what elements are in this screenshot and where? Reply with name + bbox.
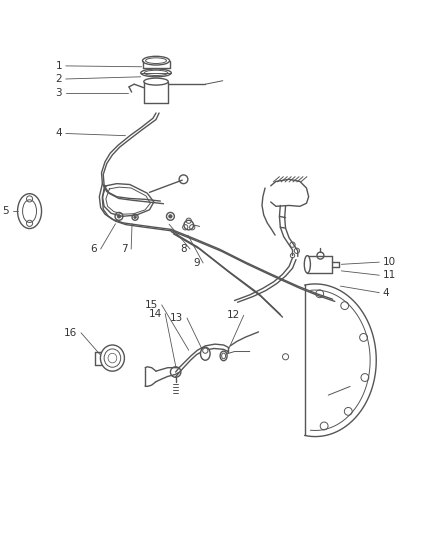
Ellipse shape: [144, 78, 168, 85]
Text: 6: 6: [91, 244, 97, 254]
Text: 16: 16: [64, 328, 78, 338]
Text: 11: 11: [383, 270, 396, 280]
Text: 1: 1: [56, 61, 62, 71]
Text: 4: 4: [56, 128, 62, 139]
Ellipse shape: [201, 347, 210, 360]
Ellipse shape: [100, 345, 124, 371]
Ellipse shape: [145, 58, 166, 63]
Circle shape: [169, 215, 172, 218]
Circle shape: [134, 216, 136, 219]
Text: 7: 7: [121, 244, 128, 254]
Text: 2: 2: [56, 74, 62, 84]
Ellipse shape: [220, 351, 227, 361]
Ellipse shape: [304, 256, 311, 273]
Ellipse shape: [203, 348, 208, 353]
Circle shape: [117, 215, 121, 218]
Ellipse shape: [142, 56, 170, 65]
Ellipse shape: [222, 353, 226, 359]
Text: 10: 10: [383, 257, 396, 267]
Text: 14: 14: [148, 309, 162, 319]
Ellipse shape: [108, 353, 117, 363]
Ellipse shape: [18, 193, 42, 229]
Text: 13: 13: [170, 313, 184, 323]
Text: 8: 8: [180, 244, 187, 254]
Ellipse shape: [144, 70, 168, 76]
Text: 3: 3: [56, 88, 62, 98]
Ellipse shape: [141, 69, 171, 77]
Ellipse shape: [23, 200, 36, 222]
Text: 5: 5: [3, 206, 9, 216]
Text: 9: 9: [193, 258, 200, 268]
Text: 4: 4: [383, 288, 389, 297]
Ellipse shape: [104, 349, 121, 367]
Text: 15: 15: [145, 300, 158, 310]
Text: 12: 12: [227, 310, 240, 320]
